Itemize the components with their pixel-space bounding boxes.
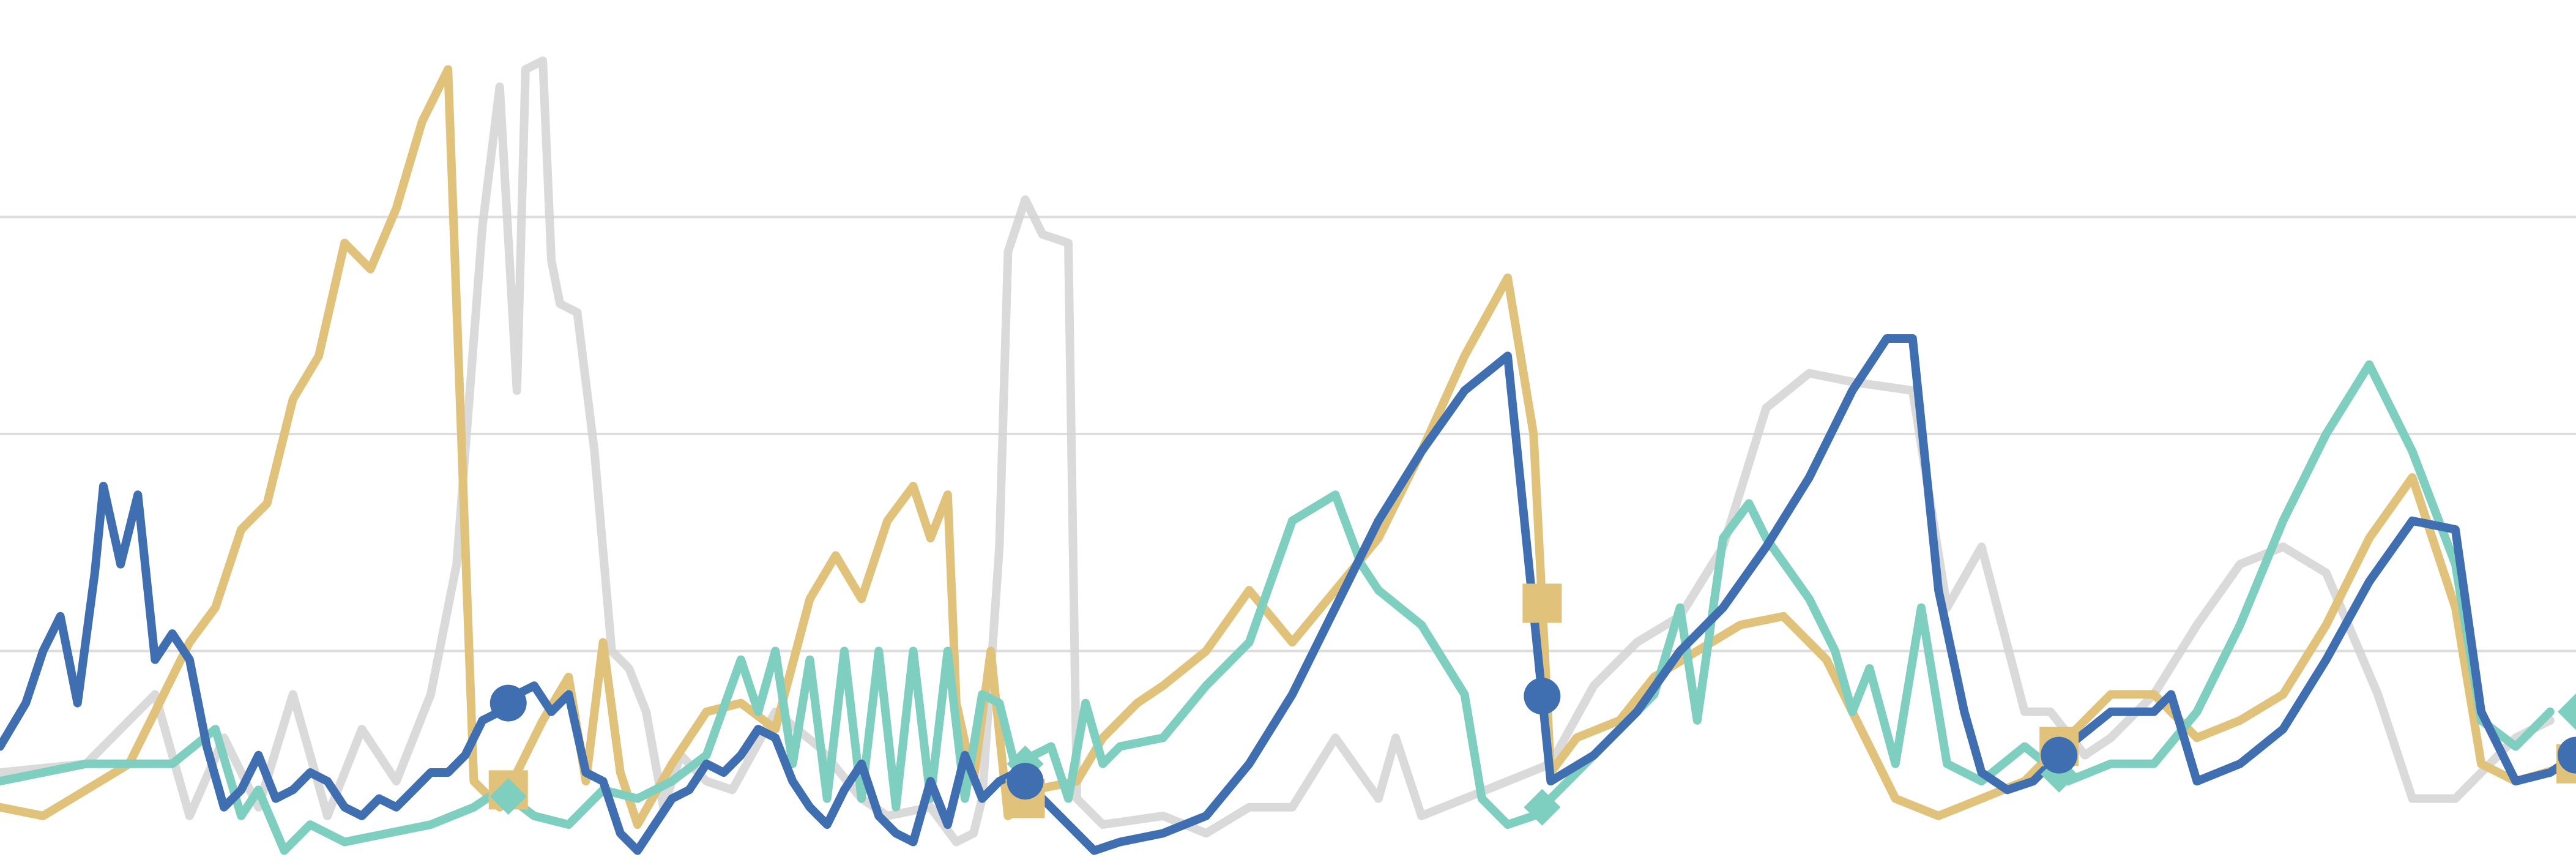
series-2-marker-2 xyxy=(1524,788,1561,826)
series-3-marker-2 xyxy=(1524,678,1561,715)
series-2-marker-4 xyxy=(2558,693,2576,730)
series-3-marker-1 xyxy=(1007,763,1044,800)
series-3-marker-0 xyxy=(490,684,527,722)
series-3-marker-4 xyxy=(2558,736,2576,774)
gridlines xyxy=(0,215,2576,653)
series-line-3 xyxy=(0,334,2576,855)
series-line-0 xyxy=(0,56,2555,847)
series-line-1 xyxy=(0,65,2576,829)
series-3-marker-3 xyxy=(2041,736,2078,774)
series-2-marker-0 xyxy=(490,778,527,815)
series-lines xyxy=(0,56,2576,855)
series-1-marker-2 xyxy=(1522,583,1562,623)
series-markers xyxy=(488,583,2576,826)
series-line-2 xyxy=(0,360,2555,855)
